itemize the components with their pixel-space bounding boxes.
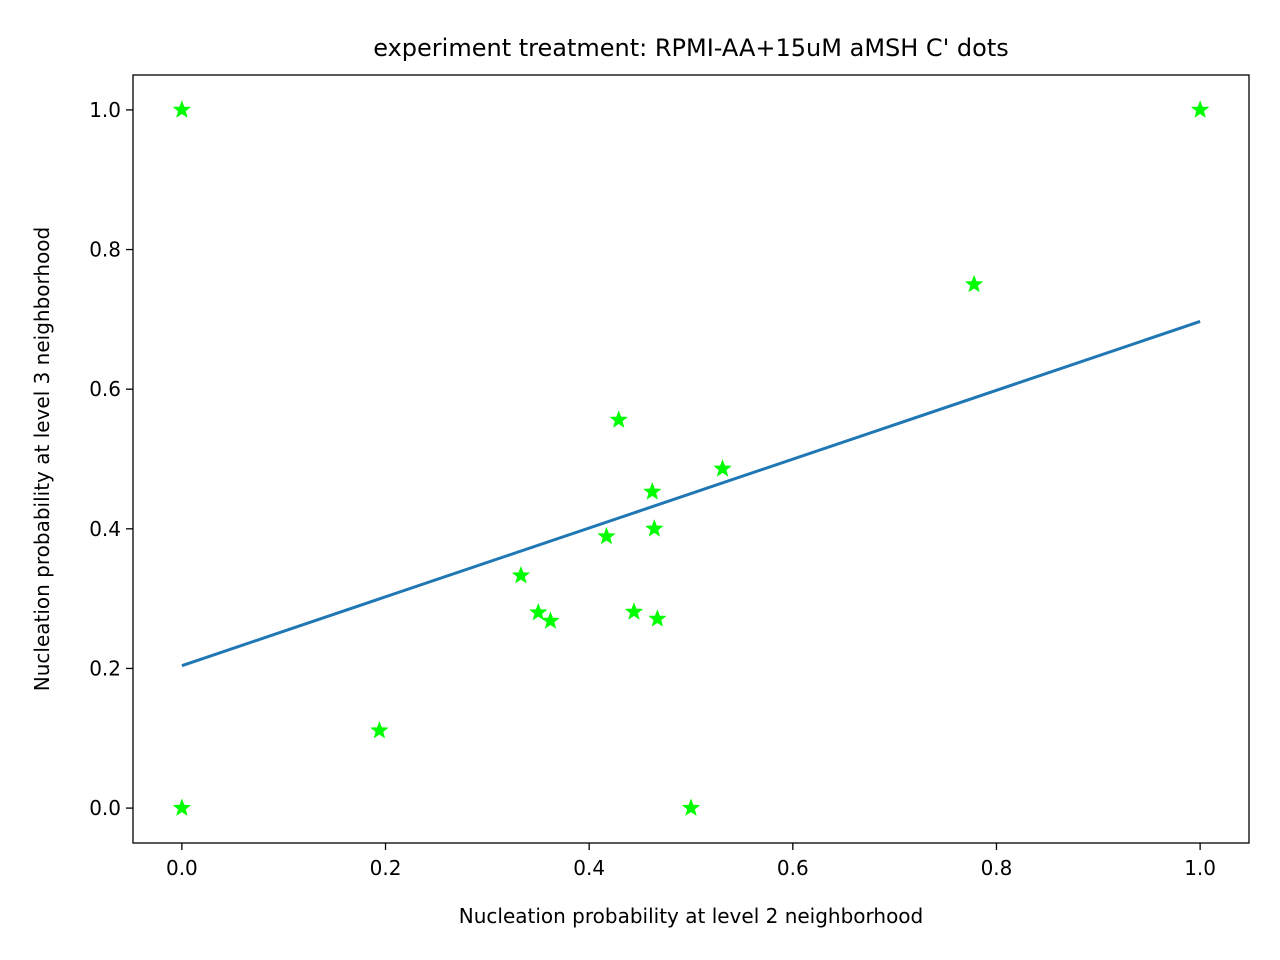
scatter-point-star (624, 602, 644, 620)
scatter-point-star (964, 274, 984, 293)
x-tick-label: 0.4 (573, 856, 605, 880)
plot-area (132, 74, 1250, 844)
y-axis-label: Nucleation probability at level 3 neighb… (30, 227, 54, 692)
scatter-series (172, 100, 1210, 816)
scatter-point-star (597, 526, 616, 545)
y-tick-label: 0.2 (89, 656, 121, 680)
fit-line (181, 320, 1201, 668)
scatter-point-star (1190, 100, 1210, 118)
scatter-point-star (648, 609, 667, 627)
y-tick-label: 0.6 (89, 377, 121, 401)
scatter-point-star (541, 611, 560, 629)
x-tick-label: 0.6 (777, 856, 809, 880)
x-tick-label: 1.0 (1184, 856, 1216, 880)
axes-frame (132, 74, 1250, 844)
scatter-point-star (370, 720, 389, 739)
scatter-point-star (643, 482, 662, 500)
scatter-point-star (529, 602, 548, 621)
scatter-point-star (511, 565, 531, 584)
x-tick-label: 0.8 (981, 856, 1013, 880)
x-tick-label: 0.0 (166, 856, 198, 880)
y-tick-label: 0.0 (89, 796, 121, 820)
y-axis-ticks: 0.0 0.2 0.4 0.6 0.8 1.0 (89, 98, 133, 820)
y-tick-label: 0.8 (89, 238, 121, 262)
chart-title: experiment treatment: RPMI-AA+15uM aMSH … (373, 34, 1009, 62)
scatter-point-star (172, 798, 192, 816)
fit-line-series (181, 320, 1201, 668)
y-tick-label: 1.0 (89, 98, 121, 122)
x-tick-label: 0.2 (370, 856, 402, 880)
scatter-point-star (172, 100, 192, 118)
scatter-point-star (645, 519, 664, 537)
scatter-point-star (681, 798, 701, 816)
scatter-point-star (609, 410, 628, 428)
x-axis-ticks: 0.0 0.2 0.4 0.6 0.8 1.0 (166, 843, 1216, 880)
x-axis-label: Nucleation probability at level 2 neighb… (459, 904, 924, 928)
y-tick-label: 0.4 (89, 517, 121, 541)
scatter-point-star (713, 459, 732, 477)
